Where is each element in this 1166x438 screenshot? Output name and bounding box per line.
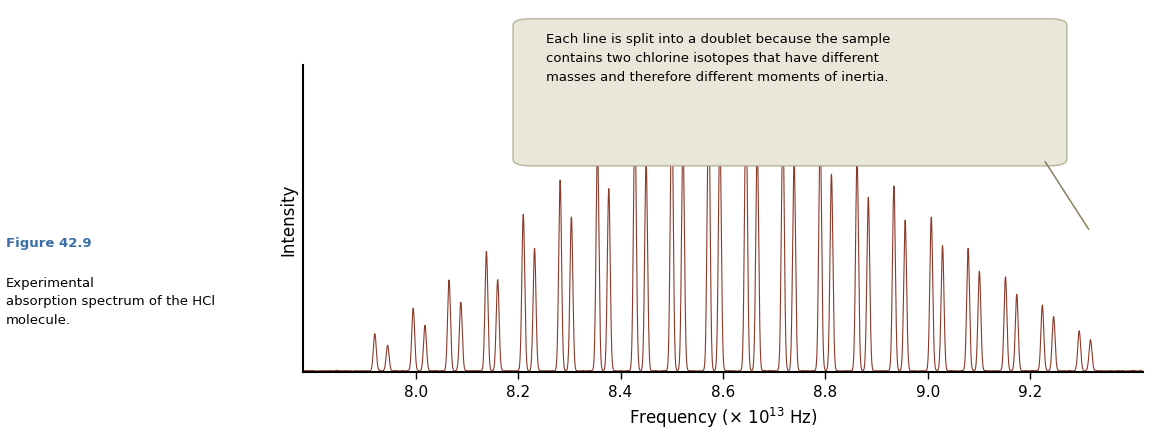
Text: Experimental
absorption spectrum of the HCl
molecule.: Experimental absorption spectrum of the … <box>6 276 215 326</box>
X-axis label: Frequency (× 10$^{13}$ Hz): Frequency (× 10$^{13}$ Hz) <box>628 405 817 429</box>
Y-axis label: Intensity: Intensity <box>280 183 297 255</box>
Text: Each line is split into a doublet because the sample
contains two chlorine isoto: Each line is split into a doublet becaus… <box>546 33 890 84</box>
Text: Figure 42.9: Figure 42.9 <box>6 237 91 250</box>
